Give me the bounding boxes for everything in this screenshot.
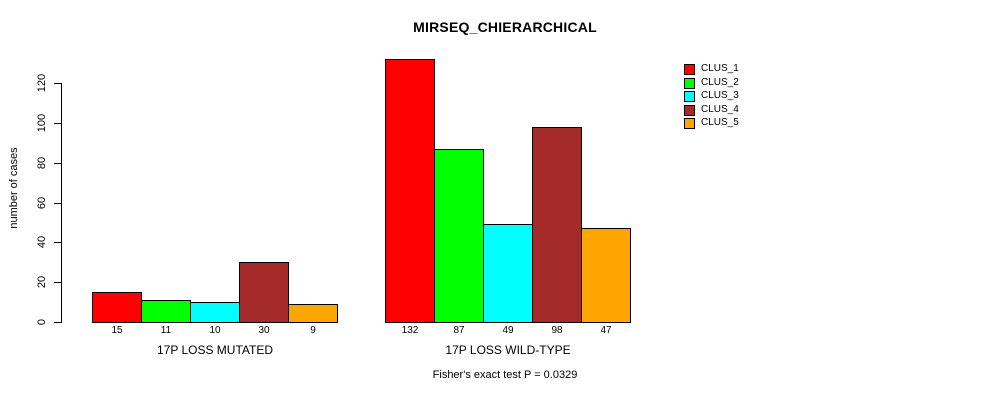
y-tick-mark <box>54 242 61 243</box>
y-tick-label: 80 <box>36 156 48 170</box>
legend-swatch-clus_1 <box>684 63 695 75</box>
bar-clus_2 <box>141 300 191 323</box>
legend-item-clus_2: CLUS_2 <box>684 77 739 89</box>
legend-item-clus_1: CLUS_1 <box>684 63 739 75</box>
bar-value-label: 47 <box>600 325 612 336</box>
bar-value-label: 11 <box>160 325 172 336</box>
y-tick-mark <box>54 163 61 164</box>
y-axis-line <box>61 83 62 323</box>
bar-value-label: 87 <box>453 325 465 336</box>
y-tick-label: 60 <box>36 196 48 210</box>
bar-value-label: 49 <box>502 325 514 336</box>
bar-clus_3 <box>483 224 533 323</box>
bar-clus_5 <box>581 228 631 323</box>
y-axis-label: number of cases <box>8 147 20 229</box>
legend-label: CLUS_1 <box>701 63 739 74</box>
y-tick-mark <box>54 123 61 124</box>
legend-swatch-clus_2 <box>684 77 695 89</box>
chart-title: MIRSEQ_CHIERARCHICAL <box>413 19 597 35</box>
legend-item-clus_5: CLUS_5 <box>684 117 739 129</box>
bar-clus_2 <box>434 149 484 323</box>
legend-item-clus_4: CLUS_4 <box>684 104 739 116</box>
bar-clus_4 <box>532 127 582 323</box>
x-group-label: 17P LOSS MUTATED <box>156 343 274 357</box>
y-tick-label: 20 <box>36 275 48 289</box>
y-tick-mark <box>54 203 61 204</box>
legend-item-clus_3: CLUS_3 <box>684 90 739 102</box>
bar-value-label: 30 <box>258 325 270 336</box>
legend-label: CLUS_5 <box>701 117 739 128</box>
bar-value-label: 10 <box>209 325 221 336</box>
y-tick-mark <box>54 282 61 283</box>
bar-value-label: 15 <box>111 325 123 336</box>
legend-label: CLUS_2 <box>701 77 739 88</box>
y-tick-mark <box>54 83 61 84</box>
legend-swatch-clus_4 <box>684 104 695 116</box>
x-group-label: 17P LOSS WILD-TYPE <box>445 343 571 357</box>
legend-label: CLUS_4 <box>701 104 739 115</box>
bar-clus_3 <box>190 302 240 323</box>
bar-clus_1 <box>385 59 435 323</box>
fisher-test-annotation: Fisher's exact test P = 0.0329 <box>432 369 578 381</box>
bar-value-label: 9 <box>310 325 316 336</box>
bar-clus_5 <box>288 304 338 323</box>
legend-swatch-clus_3 <box>684 90 695 102</box>
bar-value-label: 98 <box>551 325 563 336</box>
y-tick-label: 100 <box>36 113 48 133</box>
y-tick-mark <box>54 322 61 323</box>
bar-value-label: 132 <box>401 325 419 336</box>
legend-swatch-clus_5 <box>684 117 695 129</box>
bar-clus_4 <box>239 262 289 323</box>
y-tick-label: 0 <box>36 318 48 326</box>
y-tick-label: 40 <box>36 235 48 249</box>
y-tick-label: 120 <box>36 73 48 93</box>
legend-label: CLUS_3 <box>701 90 739 101</box>
bar-clus_1 <box>92 292 142 323</box>
